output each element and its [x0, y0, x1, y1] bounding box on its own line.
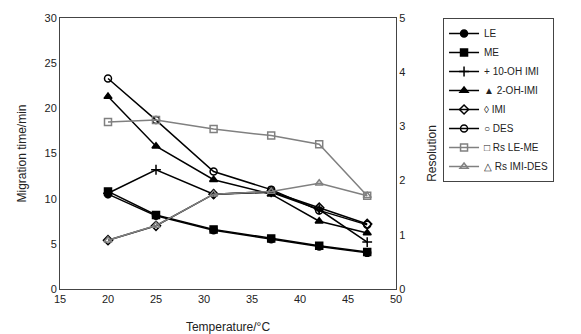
- svg-text:ME: ME: [484, 47, 499, 58]
- svg-text:25: 25: [150, 293, 162, 305]
- svg-text:◊ IMI: ◊ IMI: [484, 104, 506, 115]
- svg-text:5: 5: [399, 12, 405, 24]
- svg-text:15: 15: [45, 147, 57, 159]
- svg-text:20: 20: [45, 102, 57, 114]
- svg-text:0: 0: [51, 283, 57, 295]
- svg-text:4: 4: [399, 66, 405, 78]
- svg-text:35: 35: [246, 293, 258, 305]
- svg-text:□ Rs LE-ME: □ Rs LE-ME: [484, 142, 539, 153]
- svg-text:10: 10: [45, 193, 57, 205]
- svg-text:Temperature/°C: Temperature/°C: [186, 320, 270, 334]
- svg-text:3: 3: [399, 120, 405, 132]
- svg-text:Resolution: Resolution: [425, 125, 439, 182]
- svg-text:○ DES: ○ DES: [484, 123, 514, 134]
- svg-text:5: 5: [51, 238, 57, 250]
- svg-text:△ Rs IMI-DES: △ Rs IMI-DES: [484, 161, 548, 172]
- svg-text:40: 40: [294, 293, 306, 305]
- svg-text:▲ 2-OH-IMI: ▲ 2-OH-IMI: [484, 85, 538, 96]
- svg-text:45: 45: [342, 293, 354, 305]
- svg-text:2: 2: [399, 174, 405, 186]
- svg-text:LE: LE: [484, 28, 497, 39]
- svg-text:25: 25: [45, 57, 57, 69]
- svg-text:15: 15: [54, 293, 66, 305]
- svg-text:+ 10-OH IMI: + 10-OH IMI: [484, 66, 539, 77]
- svg-text:1: 1: [399, 229, 405, 241]
- svg-text:Migration time/min: Migration time/min: [15, 104, 29, 202]
- svg-text:50: 50: [390, 293, 402, 305]
- svg-text:30: 30: [198, 293, 210, 305]
- svg-text:0: 0: [399, 283, 405, 295]
- svg-text:30: 30: [45, 12, 57, 24]
- svg-text:20: 20: [102, 293, 114, 305]
